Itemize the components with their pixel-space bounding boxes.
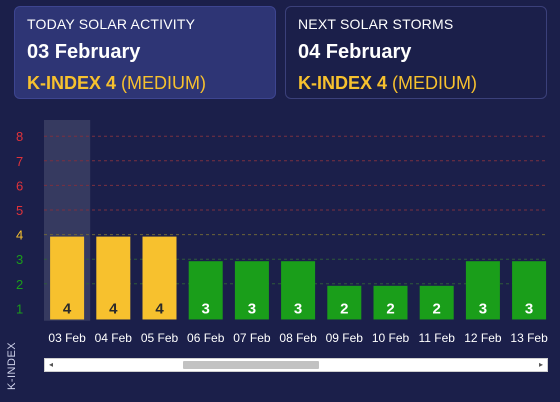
bar-value-label: 2 [433,300,441,317]
x-tick-label: 04 Feb [95,331,133,345]
next-k-level: (MEDIUM) [392,73,478,93]
chart-scrollbar[interactable]: ◂ ▸ [44,358,548,372]
y-tick-label: 7 [16,154,23,169]
scroll-left-arrow-icon[interactable]: ◂ [48,360,53,369]
bar-value-label: 3 [525,300,533,317]
y-tick-label: 8 [16,129,23,144]
bar [50,236,85,320]
bar [512,261,547,320]
bar [327,285,362,320]
bar [188,261,223,320]
y-tick-label: 1 [16,301,23,316]
today-activity-card: TODAY SOLAR ACTIVITY 03 February K-INDEX… [14,6,276,99]
next-storms-card: NEXT SOLAR STORMS 04 February K-INDEX 4 … [285,6,547,99]
bar-value-label: 2 [386,300,394,317]
x-tick-label: 13 Feb [510,331,548,345]
bar [373,285,408,320]
bar [419,285,454,320]
bar-value-label: 4 [109,300,118,317]
y-tick-label: 4 [16,228,23,243]
next-card-date: 04 February [298,41,412,63]
bar-value-label: 4 [155,300,164,317]
bar-value-label: 3 [479,300,487,317]
x-tick-label: 10 Feb [372,331,410,345]
bar [142,236,177,320]
bar [281,261,316,320]
x-tick-label: 09 Feb [326,331,364,345]
scroll-thumb[interactable] [183,361,319,369]
next-k-value: K-INDEX 4 [298,73,388,93]
x-tick-label: 08 Feb [279,331,317,345]
x-tick-label: 06 Feb [187,331,225,345]
y-tick-label: 2 [16,277,23,292]
y-tick-label: 6 [16,178,23,193]
next-card-label: NEXT SOLAR STORMS [298,16,454,32]
bar-value-label: 3 [202,300,210,317]
bar-value-label: 3 [248,300,256,317]
bar-value-label: 3 [294,300,302,317]
bar-value-label: 2 [340,300,348,317]
y-axis-label: K-INDEX [6,341,18,390]
bar [96,236,131,320]
x-tick-label: 12 Feb [464,331,502,345]
x-tick-label: 03 Feb [48,331,86,345]
today-k-index: K-INDEX 4 (MEDIUM) [27,73,263,94]
bar-value-label: 4 [63,300,72,317]
x-tick-label: 07 Feb [233,331,271,345]
bar [234,261,269,320]
today-card-date: 03 February [27,41,141,63]
x-tick-label: 11 Feb [418,331,455,345]
x-tick-label: 05 Feb [141,331,179,345]
y-tick-label: 3 [16,252,23,267]
scroll-right-arrow-icon[interactable]: ▸ [538,360,543,369]
today-k-level: (MEDIUM) [121,73,207,93]
today-card-label: TODAY SOLAR ACTIVITY [27,16,196,32]
bar [465,261,500,320]
y-tick-label: 5 [16,203,23,218]
next-k-index: K-INDEX 4 (MEDIUM) [298,73,534,94]
today-k-value: K-INDEX 4 [27,73,117,93]
